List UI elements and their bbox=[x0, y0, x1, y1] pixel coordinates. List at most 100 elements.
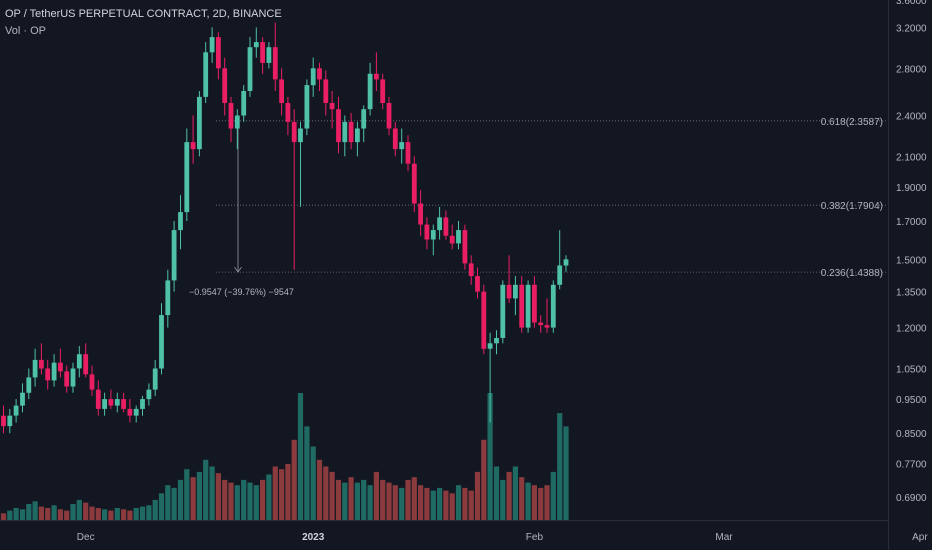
volume-bar bbox=[449, 493, 455, 520]
candle-body bbox=[418, 203, 423, 225]
volume-bar bbox=[525, 482, 531, 520]
volume-bar bbox=[158, 493, 165, 520]
price-tick-label: 1.0500 bbox=[896, 365, 927, 376]
candle-body bbox=[481, 291, 487, 349]
candle bbox=[468, 255, 474, 285]
candle-body bbox=[550, 284, 556, 328]
candle-body bbox=[279, 79, 284, 103]
volume-bar bbox=[171, 487, 177, 520]
volume-bar bbox=[133, 508, 139, 520]
volume-bar bbox=[184, 469, 190, 520]
volume-bar bbox=[32, 501, 38, 520]
candle-body bbox=[367, 73, 373, 110]
candle-body bbox=[26, 377, 32, 393]
candle-body bbox=[342, 121, 348, 143]
candle-body bbox=[538, 322, 544, 326]
volume-bar bbox=[329, 471, 335, 520]
price-tick-label: 0.8500 bbox=[896, 429, 927, 440]
candle bbox=[39, 343, 44, 375]
candle bbox=[203, 42, 209, 103]
measure-arrow-head bbox=[234, 266, 242, 273]
volume-bar bbox=[26, 504, 32, 520]
volume-bar bbox=[544, 485, 550, 520]
volume-bar bbox=[474, 471, 481, 520]
candle bbox=[367, 62, 373, 116]
candle-body bbox=[1, 415, 6, 427]
candle-body bbox=[58, 362, 63, 372]
time-tick-label: Feb bbox=[526, 532, 544, 543]
candle bbox=[361, 105, 367, 143]
candle-body bbox=[216, 37, 221, 69]
volume-bar bbox=[563, 426, 569, 520]
candle bbox=[437, 206, 442, 240]
candle-body bbox=[291, 121, 297, 143]
volume-bar bbox=[165, 485, 171, 520]
candle bbox=[222, 57, 228, 116]
candle-body bbox=[203, 52, 209, 97]
candle bbox=[102, 392, 107, 416]
candle bbox=[544, 298, 550, 333]
candle bbox=[58, 348, 63, 378]
volume-bar bbox=[0, 513, 7, 520]
candle-body bbox=[374, 73, 379, 80]
candle bbox=[532, 276, 537, 328]
candle-body bbox=[532, 284, 537, 323]
volume-bar bbox=[89, 506, 95, 520]
measure-label: −0.9547 (−39.76%) −9547 bbox=[189, 287, 294, 297]
volume-bar bbox=[424, 487, 430, 520]
candle bbox=[171, 221, 177, 292]
candle bbox=[500, 280, 506, 344]
volume-bar bbox=[304, 426, 310, 520]
candle-body bbox=[462, 230, 468, 264]
candle bbox=[494, 330, 499, 355]
candle-body bbox=[102, 399, 107, 409]
candle-body bbox=[386, 103, 392, 129]
volume-bar bbox=[367, 485, 373, 520]
candle-body bbox=[140, 399, 145, 409]
candle-body bbox=[13, 405, 19, 416]
candle-body bbox=[222, 68, 228, 103]
volume-bar bbox=[228, 482, 234, 520]
volume-bar bbox=[127, 510, 133, 520]
candle-body bbox=[430, 230, 436, 240]
candle-body bbox=[525, 284, 531, 328]
volume-bar bbox=[380, 479, 386, 520]
candle-body bbox=[127, 408, 133, 416]
candle bbox=[45, 359, 51, 390]
volume-bar bbox=[342, 482, 348, 520]
volume-bar bbox=[487, 393, 493, 520]
candle-body bbox=[228, 103, 234, 129]
volume-bar bbox=[550, 471, 556, 520]
candle bbox=[519, 276, 525, 333]
volume-bar bbox=[538, 487, 544, 520]
candle-body bbox=[544, 325, 550, 328]
candle bbox=[342, 115, 348, 157]
candle bbox=[481, 284, 487, 355]
candle-body bbox=[114, 399, 120, 406]
candle bbox=[7, 408, 13, 434]
candle bbox=[285, 96, 291, 136]
candle bbox=[260, 37, 265, 74]
candle bbox=[76, 346, 82, 378]
volume-bar bbox=[190, 477, 196, 520]
volume-bar bbox=[272, 466, 278, 520]
candle-body bbox=[323, 79, 329, 103]
price-tick-label: 1.3500 bbox=[896, 288, 927, 299]
volume-bar bbox=[462, 487, 468, 520]
candle-body bbox=[247, 47, 253, 91]
candle bbox=[449, 224, 455, 250]
candle bbox=[513, 276, 518, 316]
volume-bar bbox=[203, 459, 209, 520]
volume-bar bbox=[557, 413, 563, 520]
candle-body bbox=[475, 276, 480, 292]
candle-body bbox=[310, 68, 316, 86]
volume-bar bbox=[152, 499, 158, 520]
candle-body bbox=[266, 47, 272, 63]
candle bbox=[298, 121, 303, 207]
candle-body bbox=[184, 142, 190, 213]
candle bbox=[1, 405, 6, 434]
price-tick-label: 1.9000 bbox=[896, 183, 927, 194]
volume-bar bbox=[108, 510, 114, 520]
time-tick-label: Apr bbox=[912, 532, 928, 543]
